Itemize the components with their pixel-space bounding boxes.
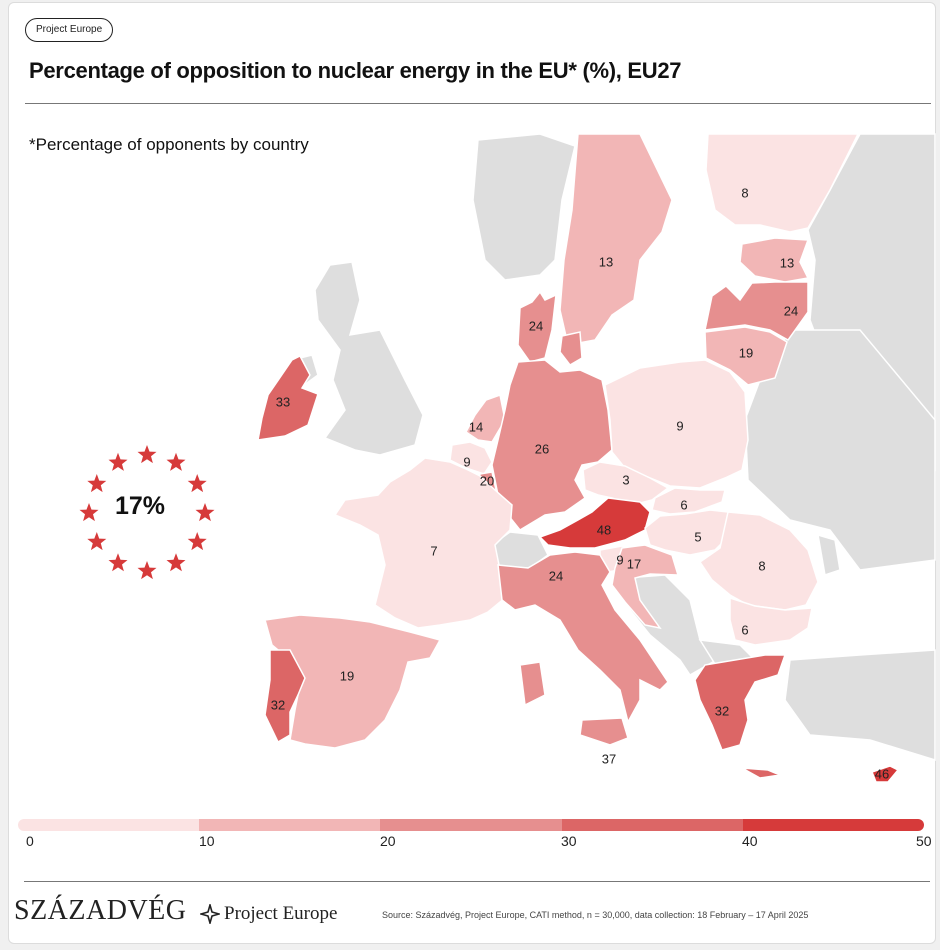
label-cyprus: 46 [875, 766, 889, 781]
country-norway [472, 133, 576, 281]
legend-segment-40-50 [742, 819, 924, 831]
country-denmark [517, 290, 583, 366]
legend-tick-20: 20 [380, 833, 396, 849]
label-germany: 26 [535, 441, 549, 456]
country-poland [604, 359, 749, 489]
color-scale-legend [18, 819, 924, 831]
source-note: Source: Századvég, Project Europe, CATI … [382, 910, 809, 920]
country-ireland [257, 355, 319, 441]
label-spain: 19 [340, 668, 354, 683]
country-czechia [582, 461, 670, 506]
project-europe-logo: Project Europe [200, 903, 337, 925]
country-germany [491, 359, 613, 531]
label-poland: 9 [676, 418, 683, 433]
label-italy: 24 [549, 568, 563, 583]
country-estonia [739, 237, 810, 283]
country-sweden [559, 133, 673, 346]
country-belgium [449, 441, 493, 475]
label-ireland: 33 [276, 394, 290, 409]
chart-title: Percentage of opposition to nuclear ener… [29, 58, 682, 83]
legend-segment-20-30 [380, 819, 562, 831]
label-denmark: 24 [529, 318, 543, 333]
project-europe-star-icon [200, 904, 220, 924]
country-austria [538, 497, 651, 549]
legend-tick-10: 10 [199, 833, 215, 849]
legend-tick-40: 40 [742, 833, 758, 849]
country-hungary [644, 509, 731, 556]
non-eu-countries [287, 133, 936, 762]
label-slovakia: 6 [680, 497, 687, 512]
project-europe-badge: Project Europe [25, 18, 114, 42]
label-malta: 37 [602, 751, 616, 766]
country-moldova [817, 533, 841, 576]
label-belgium: 9 [463, 454, 470, 469]
country-netherlands [465, 394, 506, 443]
map-subtitle: *Percentage of opponents by country [29, 135, 309, 154]
country-great-britain [314, 261, 424, 456]
label-finland: 8 [741, 185, 748, 200]
country-greece [694, 654, 787, 779]
label-lithuania: 19 [739, 345, 753, 360]
eu-average-value: 17% [114, 492, 166, 520]
label-luxembourg: 20 [480, 473, 494, 488]
project-europe-logo-text: Project Europe [224, 903, 338, 924]
label-croatia: 17 [627, 556, 641, 571]
country-france [333, 457, 513, 629]
country-italy [497, 551, 669, 746]
label-czechia: 3 [622, 472, 629, 487]
szazadveg-logo: SZÁZADVÉG [14, 895, 187, 926]
label-netherlands: 14 [469, 419, 483, 434]
country-croatia [611, 544, 680, 630]
label-portugal: 32 [271, 697, 285, 712]
eu-countries [257, 133, 900, 783]
label-bulgaria: 6 [741, 622, 748, 637]
country-lithuania [704, 326, 788, 386]
country-turkey [784, 649, 936, 762]
country-cyprus [871, 765, 900, 783]
country-slovakia [651, 487, 726, 515]
label-hungary: 5 [694, 529, 701, 544]
footer-divider [24, 881, 930, 882]
legend-segment-30-40 [561, 819, 743, 831]
label-sweden: 13 [599, 254, 613, 269]
label-greece: 32 [715, 703, 729, 718]
legend-segment-0-10 [18, 819, 200, 831]
legend-tick-30: 30 [561, 833, 577, 849]
country-bulgaria [729, 596, 813, 646]
label-slovenia: 9 [616, 552, 623, 567]
country-latvia [704, 281, 809, 341]
label-austria: 48 [597, 522, 611, 537]
country-portugal [264, 649, 306, 744]
legend-tick-0: 0 [26, 833, 34, 849]
label-estonia: 13 [780, 255, 794, 270]
country-value-labels: 8 13 13 24 19 24 33 14 9 20 26 9 3 6 48 5 9 17 8 6 7 24 19 32 32… [271, 185, 889, 781]
label-france: 7 [430, 543, 437, 558]
legend-segment-10-20 [199, 819, 381, 831]
label-latvia: 24 [784, 303, 798, 318]
label-romania: 8 [758, 558, 765, 573]
country-belarus-ukraine [744, 329, 936, 571]
title-divider [25, 103, 931, 104]
legend-tick-50: 50 [916, 833, 932, 849]
country-finland [705, 133, 860, 233]
